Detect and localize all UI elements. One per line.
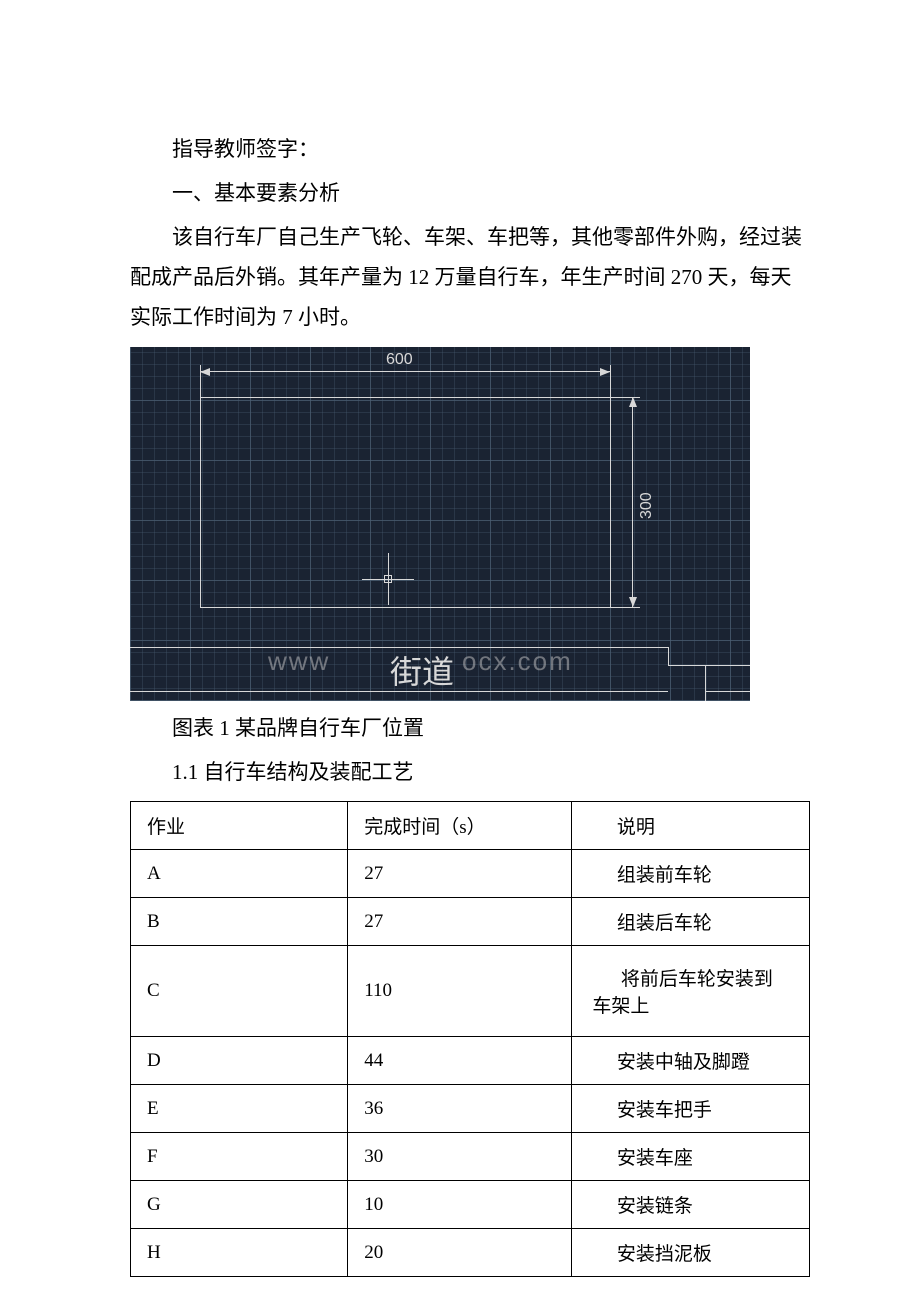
rect-left: [200, 397, 201, 607]
street-gap-h: [668, 665, 750, 666]
rect-bottom: [200, 607, 610, 608]
cad-diagram: 600 300 www 街道 ocx.com: [130, 347, 750, 701]
op-cell: H: [131, 1229, 348, 1277]
table-row: A27组装前车轮: [131, 850, 810, 898]
desc-cell: 组装后车轮: [572, 898, 810, 946]
watermark-left: www: [268, 646, 330, 677]
desc-cell: 将前后车轮安装到车架上: [572, 946, 810, 1037]
assembly-table: 作业完成时间（s）说明A27组装前车轮B27组装后车轮C110将前后车轮安装到车…: [130, 801, 810, 1277]
table-header-cell: 作业: [131, 802, 348, 850]
time-cell: 20: [348, 1229, 572, 1277]
op-cell: C: [131, 946, 348, 1037]
watermark-right: ocx.com: [462, 646, 573, 677]
dim-width-label: 600: [386, 351, 413, 369]
body-paragraph-1: 该自行车厂自己生产飞轮、车架、车把等，其他零部件外购，经过装配成产品后外销。其年…: [130, 218, 810, 338]
table-row: C110将前后车轮安装到车架上: [131, 946, 810, 1037]
desc-cell: 组装前车轮: [572, 850, 810, 898]
dim-height-label: 300: [638, 493, 656, 520]
op-cell: B: [131, 898, 348, 946]
street-label: 街道: [390, 647, 454, 693]
dim-arrow-top: [200, 371, 610, 372]
figure-caption-1: 图表 1 某品牌自行车厂位置: [130, 709, 810, 749]
ext-top-right: [610, 365, 611, 397]
table-row: H20安装挡泥板: [131, 1229, 810, 1277]
op-cell: E: [131, 1085, 348, 1133]
heading-1: 一、基本要素分析: [130, 174, 810, 214]
table-row: G10安装链条: [131, 1181, 810, 1229]
desc-cell: 安装中轴及脚蹬: [572, 1037, 810, 1085]
dim-arrow-right: [632, 397, 633, 607]
time-cell: 10: [348, 1181, 572, 1229]
time-cell: 27: [348, 898, 572, 946]
desc-cell: 安装车座: [572, 1133, 810, 1181]
op-cell: A: [131, 850, 348, 898]
heading-2: 1.1 自行车结构及装配工艺: [130, 753, 810, 793]
ext-right-bottom: [610, 607, 640, 608]
table-row: F30安装车座: [131, 1133, 810, 1181]
op-cell: D: [131, 1037, 348, 1085]
table-header-cell: 说明: [572, 802, 810, 850]
time-cell: 44: [348, 1037, 572, 1085]
signature-line: 指导教师签字：: [130, 130, 810, 170]
table-header-cell: 完成时间（s）: [348, 802, 572, 850]
crosshair-box: [384, 575, 392, 583]
op-cell: F: [131, 1133, 348, 1181]
table-row: D44安装中轴及脚蹬: [131, 1037, 810, 1085]
desc-cell: 安装挡泥板: [572, 1229, 810, 1277]
rect-top: [200, 397, 610, 398]
time-cell: 27: [348, 850, 572, 898]
time-cell: 36: [348, 1085, 572, 1133]
rect-right: [610, 397, 611, 607]
desc-cell: 安装车把手: [572, 1085, 810, 1133]
street-gap-v1: [668, 647, 669, 665]
table-row: E36安装车把手: [131, 1085, 810, 1133]
time-cell: 30: [348, 1133, 572, 1181]
street-line-bottom-right: [705, 691, 750, 692]
op-cell: G: [131, 1181, 348, 1229]
table-row: B27组装后车轮: [131, 898, 810, 946]
desc-cell: 安装链条: [572, 1181, 810, 1229]
street-gap-v2: [705, 665, 706, 701]
time-cell: 110: [348, 946, 572, 1037]
